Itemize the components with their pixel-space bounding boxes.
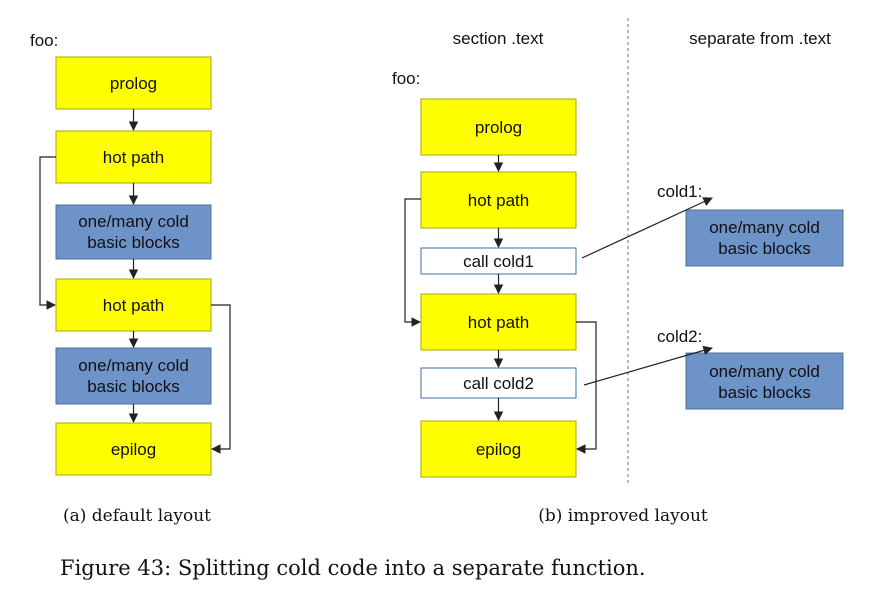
right-bypass-hot1-to-hot2 <box>404 198 421 327</box>
right-call-cold2-block <box>420 367 577 399</box>
left-hot-path-1-block <box>55 130 212 184</box>
left-hot-path-2-block <box>55 278 212 332</box>
right-epilog-block <box>420 420 577 478</box>
right-call-cold1-label: call cold1 <box>463 252 534 271</box>
left-caption: (a) default layout <box>63 506 211 526</box>
right-call-cold2-label: call cold2 <box>463 374 534 393</box>
left-cold-blocks-2-line2: basic blocks <box>87 377 180 396</box>
left-cold-blocks-2-line1: one/many cold <box>78 356 189 375</box>
left-epilog-label: epilog <box>111 440 156 459</box>
separate-from-text-header: separate from .text <box>689 29 831 48</box>
left-cold-blocks-1-line1: one/many cold <box>78 212 189 231</box>
right-bypass-hot2-to-epilog <box>576 321 597 454</box>
right-epilog-label: epilog <box>476 440 521 459</box>
right-prolog-block <box>420 98 577 156</box>
left-bypass-hot1-to-hot2 <box>39 156 56 310</box>
cold1-func-block <box>685 209 844 267</box>
left-hot-path-1-label: hot path <box>103 148 164 167</box>
right-caption: (b) improved layout <box>538 506 708 526</box>
left-epilog-block <box>55 422 212 476</box>
right-call-cold1-block <box>420 247 577 275</box>
cold2-func-line1: one/many cold <box>709 362 820 381</box>
left-bypass-hot2-to-epilog <box>211 304 231 454</box>
cold2-func-line2: basic blocks <box>718 383 811 402</box>
left-prolog-block <box>55 56 212 110</box>
left-cold-blocks-1 <box>55 204 212 260</box>
arrow-call-cold2-to-cold2 <box>583 345 713 386</box>
left-prolog-label: prolog <box>110 74 157 93</box>
left-cold-blocks-2 <box>55 347 212 405</box>
left-cold-blocks-1-line2: basic blocks <box>87 233 180 252</box>
left-hot-path-2-label: hot path <box>103 296 164 315</box>
right-func-label: foo: <box>392 69 420 88</box>
cold2-func-block <box>685 352 844 410</box>
right-hot-path-2-label: hot path <box>468 313 529 332</box>
right-hot-path-1-label: hot path <box>468 191 529 210</box>
right-hot-path-1-block <box>420 171 577 229</box>
cold1-func-line2: basic blocks <box>718 239 811 258</box>
left-func-label: foo: <box>30 31 58 50</box>
cold1-func-label: cold1: <box>657 182 702 201</box>
section-text-header: section .text <box>453 29 544 48</box>
cold2-func-label: cold2: <box>657 327 702 346</box>
cold1-func-line1: one/many cold <box>709 218 820 237</box>
right-prolog-label: prolog <box>475 118 522 137</box>
figure-caption: Figure 43: Splitting cold code into a se… <box>60 556 646 580</box>
arrow-call-cold1-to-cold1 <box>581 197 713 259</box>
right-hot-path-2-block <box>420 293 577 351</box>
